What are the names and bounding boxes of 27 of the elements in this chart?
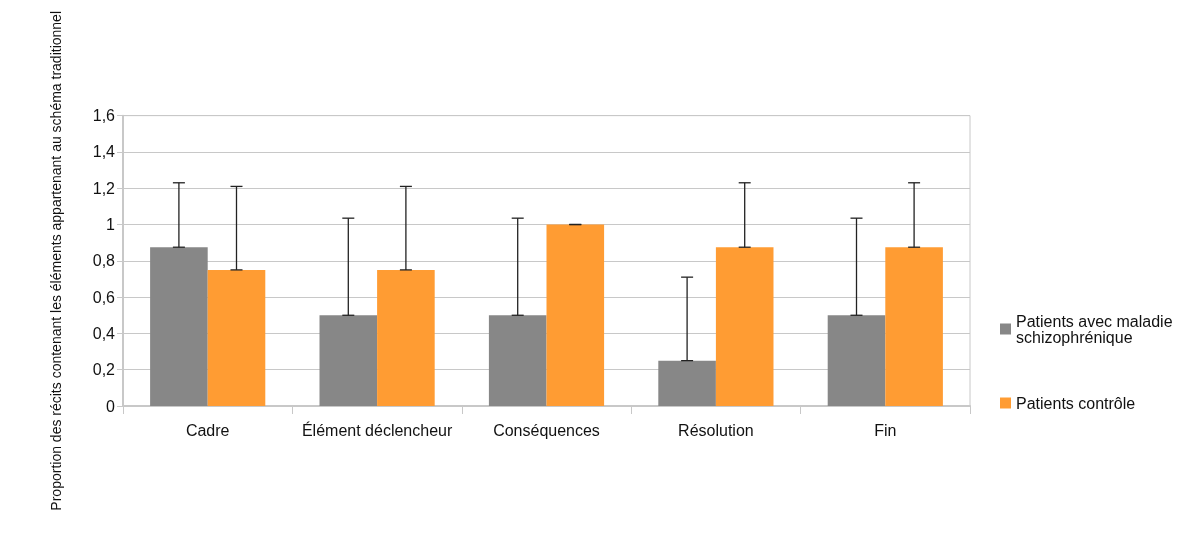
x-tick-label: Fin bbox=[874, 421, 897, 439]
y-tick-label: 0,6 bbox=[92, 288, 116, 306]
y-tick-label: 1 bbox=[106, 216, 116, 234]
bar bbox=[207, 269, 266, 406]
x-tick-label: Cadre bbox=[185, 421, 230, 439]
y-tick-label: 1,2 bbox=[92, 179, 116, 197]
y-tick-label: 1,4 bbox=[92, 143, 116, 161]
x-tick-label: Conséquences bbox=[493, 421, 600, 439]
y-tick-label: 0,2 bbox=[92, 361, 116, 379]
y-tick-label: 1,6 bbox=[92, 107, 116, 125]
y-tick-label: 0,4 bbox=[92, 324, 116, 342]
y-axis-title: Proportion des récits contenant les éléments appartenant au schéma traditionnel bbox=[48, 11, 64, 511]
bar bbox=[488, 315, 547, 406]
bar bbox=[827, 315, 886, 406]
bar bbox=[546, 224, 605, 406]
bar bbox=[377, 269, 435, 406]
y-tick-label: 0 bbox=[106, 397, 116, 415]
legend-label: Patients contrôle bbox=[1016, 394, 1136, 412]
x-tick-label: Résolution bbox=[678, 421, 754, 439]
bar bbox=[715, 247, 774, 406]
legend-label: Patients avec maladie schizophrénique bbox=[1016, 312, 1178, 346]
bar bbox=[319, 315, 378, 406]
x-tick-label: Élément déclencheur bbox=[301, 420, 453, 439]
bar bbox=[150, 247, 208, 406]
bar bbox=[658, 360, 716, 406]
bar bbox=[885, 247, 943, 406]
y-tick-label: 0,8 bbox=[92, 252, 116, 270]
